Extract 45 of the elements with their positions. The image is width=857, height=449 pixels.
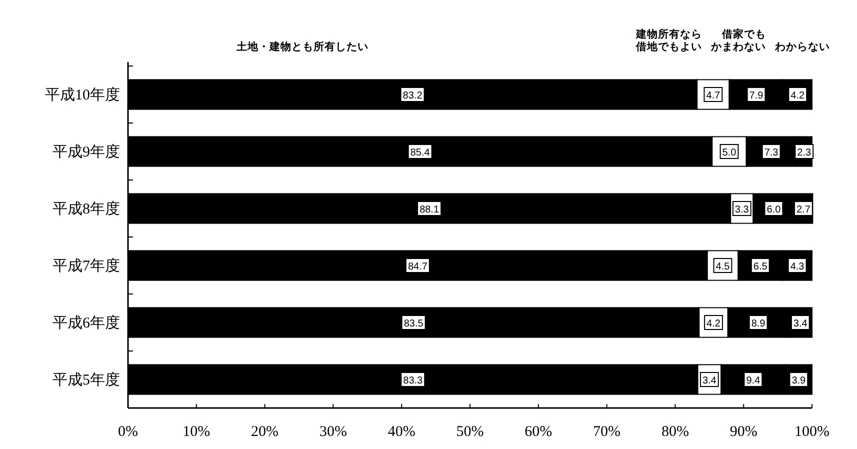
data-label: 4.3	[790, 262, 805, 272]
data-label: 2.3	[797, 148, 812, 158]
y-tick-label: 平成6年度	[52, 314, 120, 332]
x-tick-label: 40%	[388, 424, 416, 440]
x-tick-label: 30%	[319, 424, 347, 440]
x-tick-label: 100%	[794, 424, 830, 440]
x-tick-label: 90%	[730, 424, 758, 440]
data-label: 5.0	[722, 148, 737, 158]
y-tick-label: 平成8年度	[52, 200, 120, 218]
data-label: 6.0	[766, 204, 782, 216]
x-tick-label: 20%	[251, 424, 279, 440]
data-label: 8.9	[751, 318, 766, 330]
y-tick-label: 平成10年度	[45, 86, 120, 104]
data-label: 88.1	[420, 204, 440, 216]
data-label: 4.2	[790, 90, 806, 102]
data-label: 83.5	[404, 318, 424, 330]
y-tick-label: 平成7年度	[52, 258, 120, 274]
data-label: 84.7	[408, 262, 428, 272]
data-label: 6.5	[753, 262, 768, 272]
text: 建物所有なら借地でもよい	[635, 27, 702, 53]
x-tick-label: 70%	[593, 424, 621, 440]
data-label: 4.7	[706, 90, 721, 102]
data-label: 7.9	[749, 90, 764, 102]
y-tick-label: 平成9年度	[52, 144, 120, 160]
data-label: 4.2	[706, 318, 721, 330]
data-label: 9.4	[746, 376, 761, 386]
text: わからない	[774, 41, 830, 53]
data-label: 2.7	[796, 204, 811, 216]
text: 借家でもかまわない	[710, 27, 766, 53]
data-label: 85.4	[410, 148, 430, 158]
data-label: 3.4	[793, 318, 808, 330]
data-label: 7.3	[764, 148, 779, 158]
x-tick-label: 50%	[456, 424, 484, 440]
x-tick-label: 60%	[524, 424, 552, 440]
y-tick-label: 平成5年度	[52, 372, 120, 388]
data-label: 3.9	[792, 376, 806, 386]
text: 土地・建物とも所有したい	[236, 40, 369, 53]
x-tick-label: 10%	[182, 424, 210, 440]
data-label: 3.4	[702, 376, 717, 386]
data-label: 83.3	[403, 376, 424, 386]
data-label: 83.2	[402, 90, 423, 102]
x-tick-label: 80%	[661, 424, 689, 440]
data-label: 4.5	[716, 262, 730, 272]
x-tick-label: 0%	[118, 424, 138, 440]
data-label: 3.3	[734, 204, 750, 216]
